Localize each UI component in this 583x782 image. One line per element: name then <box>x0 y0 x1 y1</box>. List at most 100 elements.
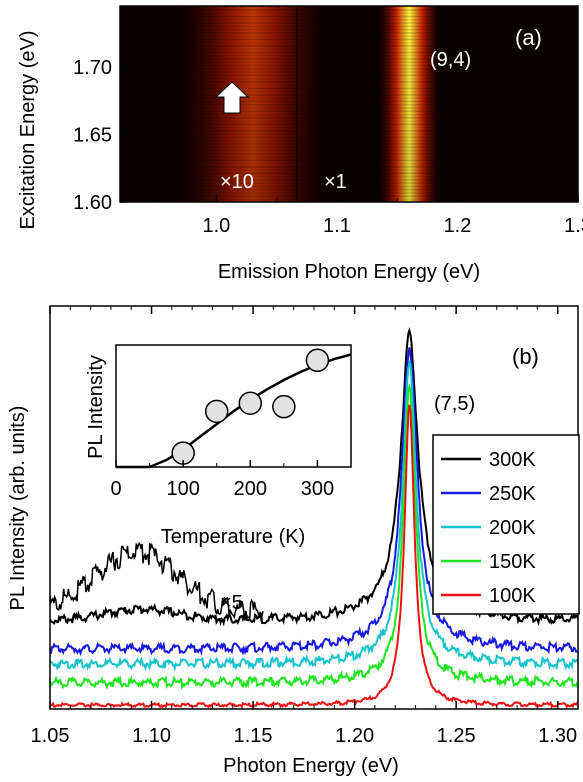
heatmap-band-2 <box>173 6 333 202</box>
heatmap-noise-row <box>120 19 578 21</box>
heatmap-noise-row <box>120 159 578 162</box>
inset-y-axis-label: PL Intensity <box>85 355 107 459</box>
inset-data-point <box>238 391 263 415</box>
legend-label-300K: 300K <box>489 449 536 471</box>
panel-a: ×10 ×1 (9,4) (a) 1.0 1.1 1.2 1.3 1.60 1.65 1.7… <box>17 5 583 283</box>
heatmap-noise-row <box>120 169 578 171</box>
chirality-label-75: (7,5) <box>434 393 475 415</box>
heatmap-noise-row <box>120 68 578 70</box>
heatmap-noise-row <box>120 162 578 165</box>
panel-a-x-tick-label: 1.0 <box>203 215 231 237</box>
heatmap-noise-row <box>120 175 578 178</box>
heatmap-noise-row <box>120 32 578 34</box>
inset-plot: 0 100 200 300 <box>110 348 352 500</box>
panel-b-axes: 1.05 1.10 1.15 1.20 1.25 1.30 <box>31 306 579 747</box>
panel-a-x-axis-label: Emission Photon Energy (eV) <box>218 261 480 283</box>
inset-x-tick-label: 200 <box>234 478 267 500</box>
inset-data-point <box>305 348 330 373</box>
heatmap-noise-row <box>120 143 578 145</box>
panel-b: ×5 (7,5) (b) 1.05 1.10 1.15 1.20 1.25 1.30 Ph… <box>7 305 580 777</box>
heatmap-noise-row <box>120 188 578 191</box>
spectrum-line-100K <box>50 404 578 709</box>
heatmap-noise-row <box>120 156 578 158</box>
panel-b-x-tick-label: 1.15 <box>234 725 273 747</box>
heatmap-noise-row <box>120 123 578 126</box>
legend-label-200K: 200K <box>489 517 536 539</box>
inset-x-tick-label: 300 <box>301 478 334 500</box>
heatmap-noise-row <box>120 74 578 77</box>
up-arrow-icon <box>214 81 250 114</box>
heatmap-noise-row <box>120 126 578 129</box>
heatmap-noise-row <box>120 133 578 135</box>
panel-b-x-axis-label: Photon Energy (eV) <box>223 755 399 777</box>
heatmap-noise-row <box>120 25 578 28</box>
inset-x-axis-label: Temperature (K) <box>161 526 306 548</box>
heatmap-noise-row <box>120 45 578 47</box>
heatmap-noise-row <box>120 9 578 11</box>
spectrum-line-150K <box>50 383 578 691</box>
heatmap-noise-row <box>120 94 578 96</box>
legend: 300K 250K 200K 150K 100K <box>432 434 580 615</box>
heatmap-noise-row <box>120 120 578 122</box>
heatmap-noise-row <box>120 84 578 86</box>
panel-b-x-tick-label: 1.10 <box>132 725 171 747</box>
inset-x-tick-label: 0 <box>110 478 121 500</box>
heatmap-noise-row <box>120 104 578 106</box>
panel-a-x-tick-label: 1.3 <box>564 215 583 237</box>
legend-box <box>432 434 580 615</box>
panel-label-a: (a) <box>515 25 542 50</box>
heatmap-noise-row <box>120 107 578 109</box>
panel-b-x-tick-label: 1.30 <box>538 725 577 747</box>
legend-label-250K: 250K <box>489 483 536 505</box>
heatmap-noise-row <box>120 100 578 103</box>
heatmap-noise-row <box>120 166 578 168</box>
heatmap-noise-row <box>120 198 578 201</box>
inset-data-point <box>272 394 296 419</box>
panel-a-y-tick-label: 1.65 <box>73 124 112 146</box>
heatmap-noise-row <box>120 12 578 15</box>
heatmap <box>120 6 578 202</box>
panel-a-x-tick-label: 1.1 <box>323 215 351 237</box>
panel-a-y-axis-label: Excitation Energy (eV) <box>17 31 39 230</box>
heatmap-noise-row <box>120 136 578 139</box>
heatmap-noise-row <box>120 51 578 54</box>
heatmap-noise-row <box>120 192 578 194</box>
legend-label-100K: 100K <box>489 585 536 607</box>
panel-a-y-tick-label: 1.70 <box>73 57 112 79</box>
scale-label-x10: ×10 <box>220 171 254 193</box>
heatmap-noise-row <box>120 179 578 181</box>
heatmap-noise-row <box>120 41 578 44</box>
heatmap-noise-row <box>120 195 578 197</box>
panel-a-frame <box>119 5 579 203</box>
panel-a-x-tick-label: 1.2 <box>444 215 472 237</box>
panel-a-axes: 1.0 1.1 1.2 1.3 1.60 1.65 1.70 <box>73 57 583 237</box>
scale-label-x1: ×1 <box>324 171 347 193</box>
heatmap-noise-row <box>120 81 578 83</box>
heatmap-noise-row <box>120 117 578 119</box>
heatmap-noise-row <box>120 90 578 93</box>
heatmap-noise-row <box>120 97 578 99</box>
magnify-label: ×5 <box>220 592 243 614</box>
spectrum-line-250K <box>50 347 578 657</box>
heatmap-noise-row <box>120 15 578 18</box>
heatmap-noise-row <box>120 77 578 80</box>
panel-b-y-axis-label: PL Intensity (arb. units) <box>7 406 29 611</box>
heatmap-noise-row <box>120 61 578 64</box>
heatmap-noise-row <box>120 28 578 31</box>
heatmap-band-1 <box>377 6 442 202</box>
heatmap-noise-row <box>120 149 578 152</box>
panel-b-x-tick-label: 1.25 <box>437 725 476 747</box>
heatmap-noise-row <box>120 130 578 132</box>
heatmap-noise-row <box>120 38 578 41</box>
heatmap-noise-row <box>120 110 578 113</box>
heatmap-noise-row <box>120 139 578 142</box>
panel-b-x-tick-label: 1.20 <box>335 725 374 747</box>
spectra <box>50 327 578 709</box>
inset: 0 100 200 300 Temperature (K) PL Intensity <box>85 344 352 548</box>
legend-items: 300K 250K 200K 150K 100K <box>441 449 536 607</box>
magnified-spectrum-line <box>50 541 264 622</box>
panel-a-y-tick-label: 1.60 <box>73 192 112 214</box>
spectrum-line-200K <box>50 358 578 672</box>
spectrum-line-300K <box>50 327 578 627</box>
